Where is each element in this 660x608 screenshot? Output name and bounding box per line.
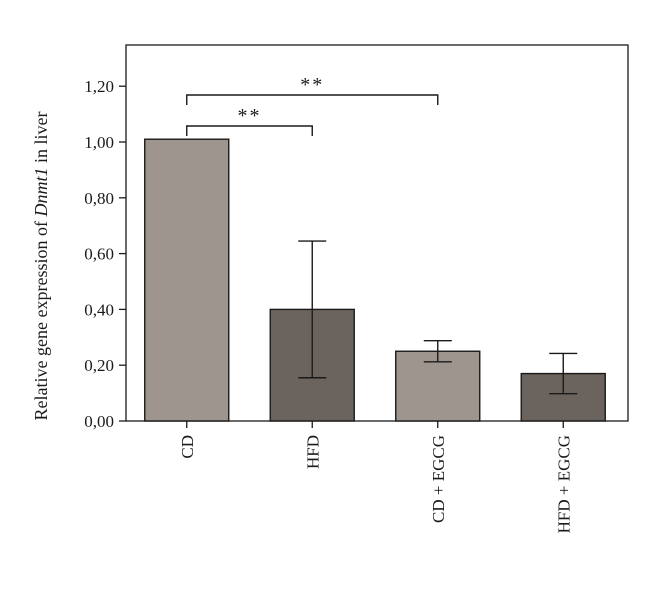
significance-brackets: ** **: [186, 74, 439, 136]
significance-label: **: [238, 105, 262, 127]
error-bars: [298, 240, 578, 395]
x-tick-label: HFD + EGCG: [554, 435, 573, 533]
x-tick-label: CD: [178, 435, 197, 459]
y-axis-title-gene: Dnmt1: [31, 168, 51, 218]
plot-frame-box: [125, 44, 629, 422]
significance-label: **: [300, 74, 324, 96]
significance-bracket: [186, 94, 439, 105]
x-axis-ticks: CD HFD CD + EGCG HFD + EGCG: [178, 421, 573, 533]
bars: [144, 138, 606, 422]
y-axis-ticks: 0,00 0,20 0,40 0,60 0,80 1,00 1,20: [84, 77, 126, 431]
x-tick-label: HFD: [303, 435, 322, 469]
y-axis-title: Relative gene expression of Dnmt1 in liv…: [31, 112, 51, 421]
y-tick-label: 0,80: [84, 189, 114, 208]
y-tick-label: 1,20: [84, 77, 114, 96]
y-tick-label: 0,60: [84, 245, 114, 264]
significance-bracket: [186, 125, 313, 136]
y-tick-label: 0,00: [84, 412, 114, 431]
y-tick-label: 0,20: [84, 356, 114, 375]
y-tick-label: 1,00: [84, 133, 114, 152]
y-axis-title-suffix: in liver: [31, 112, 51, 168]
y-tick-label: 0,40: [84, 300, 114, 319]
plot-frame: [125, 44, 629, 422]
bar: [144, 138, 230, 422]
y-axis-title-prefix: Relative gene expression of: [31, 217, 51, 421]
x-tick-label: CD + EGCG: [429, 435, 448, 523]
